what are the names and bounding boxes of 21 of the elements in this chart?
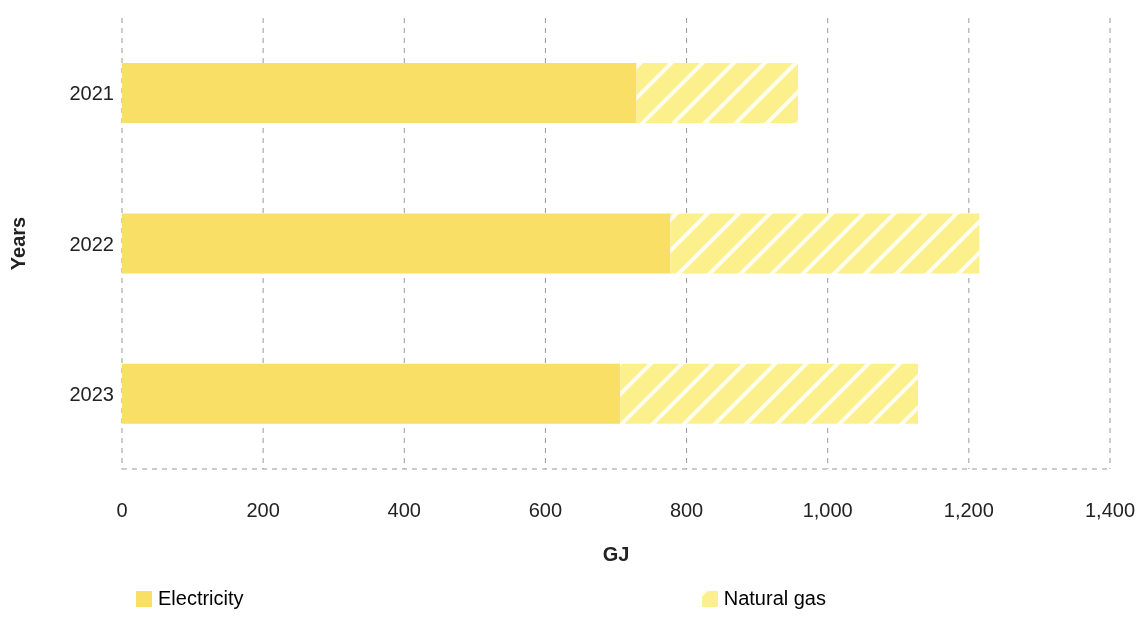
x-tick-label: 800 [669,499,704,522]
bar [670,213,980,274]
y-tick-label: 2023 [69,382,114,405]
x-tick-label: 1,200 [943,499,994,522]
x-tick-label: 400 [387,499,421,522]
y-tick-label: 2022 [69,232,114,255]
bar [122,63,637,124]
bar [620,363,919,424]
x-tick-label: 200 [246,499,280,522]
bar [636,63,799,124]
y-tick-label: 2021 [69,82,114,105]
x-axis-title: GJ [602,543,630,565]
x-tick-label: 0 [116,499,128,522]
y-axis-title: Years [7,216,30,271]
x-tick-label: 600 [528,499,563,522]
x-tick-label: 1,400 [1084,499,1136,522]
legend-label: Natural gas [723,587,826,610]
legend-label: Electricity [158,587,244,610]
bar [122,213,671,274]
x-tick-label: 1,000 [802,499,853,522]
bar [122,363,621,424]
